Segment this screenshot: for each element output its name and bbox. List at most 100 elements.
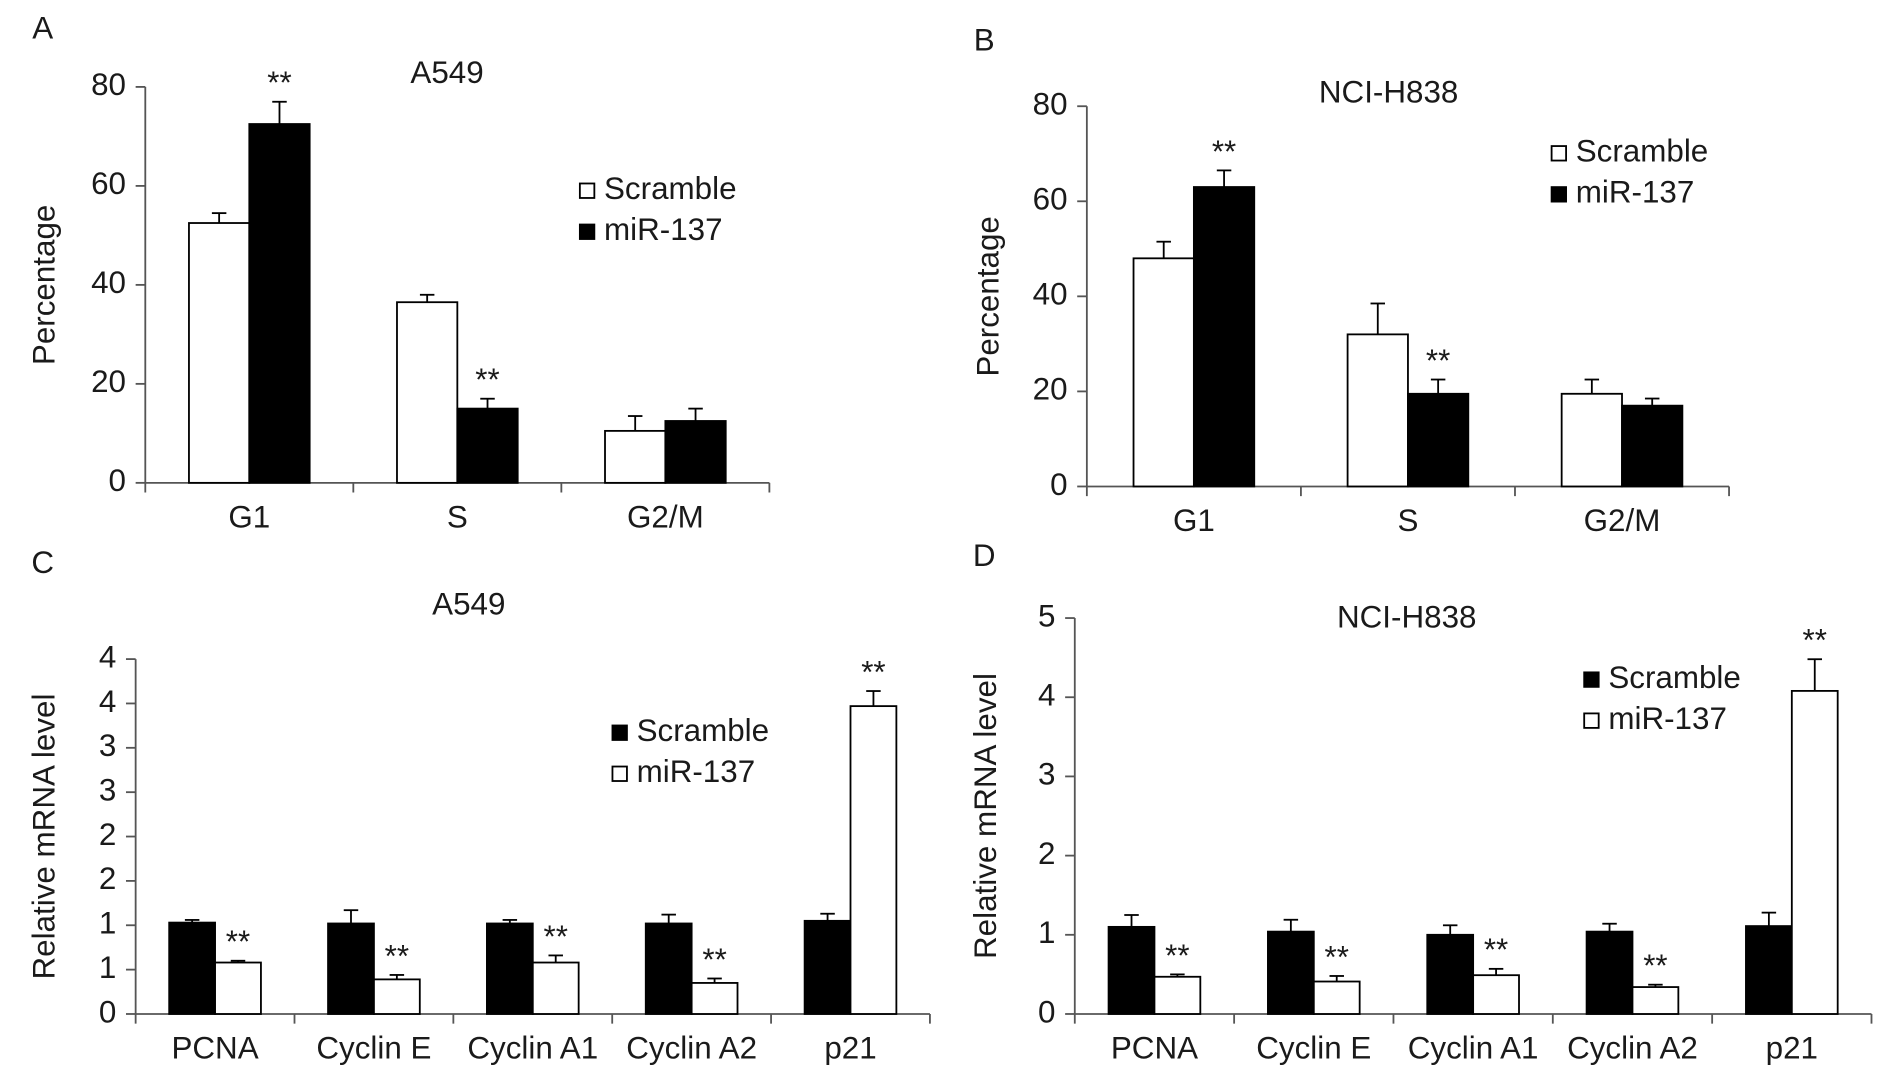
bar xyxy=(248,123,311,484)
legend-swatch xyxy=(1550,186,1567,203)
y-tick-label: 20 xyxy=(91,364,126,399)
bar xyxy=(1585,930,1634,1015)
legend-label: Scramble xyxy=(1576,134,1709,169)
bar xyxy=(531,961,580,1015)
y-tick-label: 0 xyxy=(1050,467,1067,502)
bar xyxy=(664,420,727,484)
chart-title: A549 xyxy=(410,55,483,90)
bar xyxy=(456,407,519,484)
significance-label: ** xyxy=(544,919,568,954)
bar xyxy=(1790,689,1839,1015)
bar xyxy=(1312,980,1361,1015)
bar xyxy=(1745,925,1793,1015)
bar xyxy=(188,222,251,484)
y-tick-label: 1 xyxy=(99,906,116,941)
x-tick-label: S xyxy=(447,499,468,534)
panel-letter: A xyxy=(32,10,53,45)
x-tick-label: G1 xyxy=(1173,503,1215,538)
bar xyxy=(1132,257,1195,488)
significance-label: ** xyxy=(226,924,250,959)
y-tick-label: 1 xyxy=(1038,915,1055,950)
bar xyxy=(1407,392,1470,488)
y-axis-label: Relative mRNA level xyxy=(968,673,1003,959)
chart-title: NCI-H838 xyxy=(1337,600,1477,635)
bar xyxy=(1267,930,1315,1015)
bar xyxy=(1426,933,1475,1015)
significance-label: ** xyxy=(385,938,409,973)
legend-swatch xyxy=(1550,145,1567,162)
significance-label: ** xyxy=(1165,938,1189,973)
bar xyxy=(396,301,459,484)
x-tick-label: G2/M xyxy=(1584,503,1661,538)
legend-label: Scramble xyxy=(604,171,737,206)
significance-label: ** xyxy=(475,362,499,397)
bar xyxy=(168,921,216,1015)
bar xyxy=(1346,333,1409,488)
legend-label: Scramble xyxy=(637,713,770,748)
significance-label: ** xyxy=(1325,939,1349,974)
y-tick-label: 2 xyxy=(1038,836,1055,871)
x-tick-label: p21 xyxy=(824,1030,876,1065)
x-tick-label: p21 xyxy=(1766,1030,1818,1065)
chart-title: NCI-H838 xyxy=(1319,74,1458,109)
significance-label: ** xyxy=(1643,948,1667,983)
x-tick-label: Cyclin A2 xyxy=(1567,1030,1698,1065)
y-tick-label: 0 xyxy=(99,994,116,1029)
y-tick-label: 60 xyxy=(1033,182,1068,217)
bar xyxy=(1192,186,1256,488)
y-tick-label: 60 xyxy=(91,166,126,201)
x-tick-label: PCNA xyxy=(171,1030,258,1065)
x-tick-label: Cyclin A2 xyxy=(626,1030,757,1065)
legend-label: miR-137 xyxy=(1608,701,1727,736)
y-tick-label: 20 xyxy=(1033,372,1068,407)
y-tick-label: 0 xyxy=(1038,994,1055,1029)
legend-label: Scramble xyxy=(1608,660,1741,695)
y-tick-label: 1 xyxy=(99,950,116,985)
bar xyxy=(849,705,898,1015)
significance-label: ** xyxy=(267,65,291,100)
legend-swatch xyxy=(1583,671,1600,688)
legend-swatch xyxy=(1583,712,1600,729)
y-axis-label: Percentage xyxy=(27,205,62,365)
chart-title: A549 xyxy=(432,586,505,621)
y-tick-label: 80 xyxy=(1033,87,1068,122)
bar xyxy=(1472,974,1520,1015)
panel-letter: B xyxy=(974,23,995,58)
legend-swatch xyxy=(578,182,596,199)
bar xyxy=(214,961,262,1015)
y-tick-label: 40 xyxy=(91,265,126,300)
x-tick-label: Cyclin E xyxy=(316,1030,431,1065)
legend-swatch xyxy=(611,724,628,741)
y-tick-label: 4 xyxy=(1038,678,1055,713)
legend-label: miR-137 xyxy=(604,212,723,247)
legend-label: miR-137 xyxy=(1576,175,1695,210)
bar xyxy=(1631,986,1680,1015)
bar xyxy=(1107,925,1156,1015)
x-tick-label: S xyxy=(1397,503,1418,538)
bar xyxy=(373,978,421,1015)
bar xyxy=(803,919,852,1015)
significance-label: ** xyxy=(1426,343,1450,378)
significance-label: ** xyxy=(1803,623,1827,658)
bar xyxy=(690,982,739,1015)
legend-swatch xyxy=(611,765,628,782)
y-tick-label: 40 xyxy=(1033,277,1068,312)
y-tick-label: 80 xyxy=(91,67,126,102)
significance-label: ** xyxy=(702,942,726,977)
significance-label: ** xyxy=(861,654,885,689)
panel-letter: C xyxy=(31,545,54,580)
y-tick-label: 4 xyxy=(99,684,116,719)
x-tick-label: Cyclin A1 xyxy=(1408,1030,1539,1065)
y-axis-label: Relative mRNA level xyxy=(27,694,62,980)
bar xyxy=(486,922,534,1015)
y-tick-label: 2 xyxy=(99,861,116,896)
bar xyxy=(644,922,693,1015)
x-tick-label: Cyclin A1 xyxy=(467,1030,598,1065)
bar xyxy=(1153,975,1202,1015)
y-tick-label: 3 xyxy=(99,772,116,807)
significance-label: ** xyxy=(1484,932,1508,967)
y-tick-label: 3 xyxy=(1038,757,1055,792)
y-tick-label: 2 xyxy=(99,817,116,852)
y-tick-label: 5 xyxy=(1038,598,1055,633)
